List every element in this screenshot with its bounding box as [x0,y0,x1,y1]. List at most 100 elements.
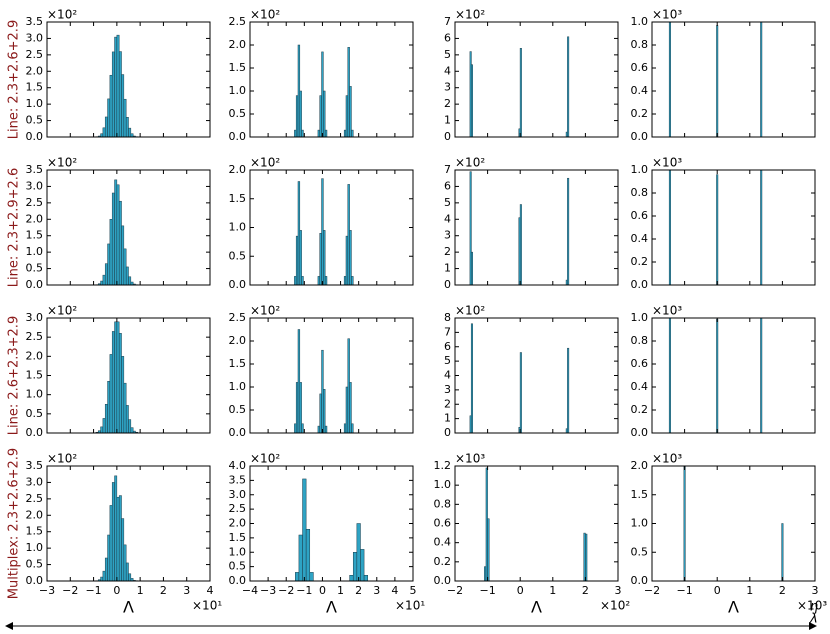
y-tick-label: 0.0 [26,426,44,439]
histogram-bar [109,354,113,434]
y-tick-label: 1.0 [229,545,247,558]
y-tick-label: 5 [444,48,451,61]
y-tick-label: 0.0 [229,278,247,291]
y-tick-label: 2 [444,245,451,258]
histogram-bar [299,382,302,434]
y-tick-label: 2.5 [26,196,44,209]
histogram-bar [301,423,304,434]
y-multiplier: ×10² [455,304,485,318]
histogram-bar [297,329,301,434]
histogram-bar [301,129,304,138]
plot-frame [651,465,816,582]
row-label: Multiplex: 2.3+2.6+2.9 [7,448,22,599]
histogram-bar [107,534,111,582]
y-multiplier: ×10³ [652,8,682,22]
y-tick-label: 2.0 [26,64,44,77]
histogram-bar [114,179,118,286]
y-tick-label: 2.0 [631,459,649,472]
histogram-bar [294,129,297,138]
histogram-bar [567,36,570,138]
x-tick-label: 3 [615,584,622,597]
histogram-bar [760,21,763,138]
y-tick-label: 0.4 [631,380,649,393]
histogram-bar [519,48,522,138]
histogram-bar [309,572,314,582]
y-tick-label: 2.5 [229,311,247,324]
histogram-bar [668,317,671,434]
histogram-bar [111,192,115,286]
histogram-bar [319,95,322,138]
x-tick-label: 3 [373,584,380,597]
y-tick-label: 1.5 [229,531,247,544]
y-multiplier: ×10² [250,156,280,170]
y-tick-label: 2.5 [26,492,44,505]
y-tick-label: 1 [444,114,451,127]
y-tick-label: 3 [444,81,451,94]
y-tick-label: 0.5 [229,560,247,573]
y-tick-label: 0.6 [631,357,649,370]
y-multiplier: ×10² [250,452,280,466]
histogram-bar [317,425,320,434]
histogram-bar [352,552,358,582]
histogram-bar [302,478,307,582]
histogram-bar [323,230,326,286]
histogram-bar [297,181,301,286]
y-tick-label: 0.8 [631,334,649,347]
histogram-bar [121,356,125,434]
histogram-bar [321,178,324,286]
y-tick-label: 2.0 [229,334,247,347]
histogram-bar [100,280,104,286]
histogram-bar [294,276,297,286]
histogram-bar [585,533,588,582]
y-tick-label: 0 [444,130,451,143]
histogram-bar [118,495,122,582]
histogram-bar [118,200,122,286]
histogram-bar [347,47,350,138]
histogram-bar [107,98,111,138]
y-tick-label: 3.0 [26,475,44,488]
y-tick-label: 3.0 [26,31,44,44]
y-tick-label: 2.0 [229,517,247,530]
x-tick-label: 2 [779,584,786,597]
x-tick-label: −1 [479,584,495,597]
x-tick-label: 1 [746,584,753,597]
y-tick-label: 0.2 [631,403,649,416]
histogram-bar [104,557,108,582]
y-tick-label: 0.5 [26,558,44,571]
y-tick-label: 4 [444,64,451,77]
histogram-bar [683,465,686,582]
histogram-bar [319,393,322,434]
x-tick-label: −2 [644,584,660,597]
y-tick-label: 3.0 [26,179,44,192]
histogram-bar [301,276,304,286]
histogram-bar [111,51,115,138]
y-tick-label: 0.0 [26,278,44,291]
plot-frame [46,465,211,582]
y-multiplier: ×10³ [652,156,682,170]
y-tick-label: 0.4 [434,536,452,549]
histogram-bar [116,184,120,286]
y-tick-label: 0.0 [434,574,452,587]
histogram-bar [567,347,570,434]
plot-frame [249,169,414,286]
y-tick-label: 5 [444,354,451,367]
histogram-bar [760,317,763,434]
y-tick-label: 2.5 [26,48,44,61]
x-tick-label: 2 [582,584,589,597]
x-tick-label: 2 [355,584,362,597]
y-tick-label: 2.0 [26,349,44,362]
y-tick-label: 1.5 [229,357,247,370]
histogram-bar [324,129,328,138]
y-tick-label: 0.0 [229,574,247,587]
histogram-bar [121,225,125,286]
histogram-bar [100,426,104,434]
histogram-bar [470,323,473,434]
x-axis-label: Λ [728,598,739,617]
histogram-bar [716,25,719,138]
y-tick-label: 0.5 [631,545,649,558]
histogram-bar [668,21,671,138]
x-axis-label: Λ [123,598,134,617]
y-tick-label: 2.5 [229,502,247,515]
histogram-bar [116,321,120,434]
